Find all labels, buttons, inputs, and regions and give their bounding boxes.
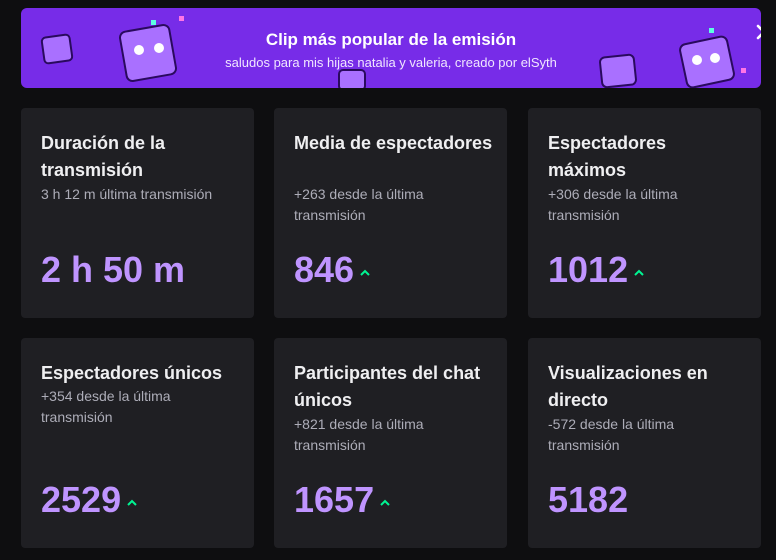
stat-card: Espectadores máximos +306 desde la últim… [528, 108, 761, 318]
card-title: Espectadores únicos [41, 363, 223, 383]
card-subtitle: -572 desde la última transmisión [548, 416, 675, 453]
value-text: 2529 [41, 479, 122, 520]
banner-title: Clip más popular de la emisión [265, 30, 517, 49]
stat-card: Media de espectadores +263 desde la últi… [274, 108, 507, 318]
up-arrow [634, 270, 644, 277]
card-subtitle: 3 h 12 m última transmisión [41, 186, 213, 202]
card-value: 1012 [548, 250, 644, 290]
card-subtitle: +263 desde la última transmisión [294, 186, 424, 223]
stat-card: Espectadores únicos +354 desde la última… [21, 338, 254, 548]
card-title: Participantes del chat únicos [294, 363, 481, 410]
up-arrow [380, 500, 390, 507]
close-button[interactable] [754, 22, 761, 42]
up-arrow [360, 270, 370, 277]
stat-card: Participantes del chat únicos +821 desde… [274, 338, 507, 548]
card-title: Duración de la transmisión [41, 133, 166, 180]
value-text: 2 h 50 m [41, 249, 186, 290]
stat-card: Visualizaciones en directo -572 desde la… [528, 338, 761, 548]
card-value: 846 [294, 250, 370, 290]
card-subtitle: +821 desde la última transmisión [294, 416, 424, 453]
banner-decoration [40, 16, 746, 88]
banner-subtitle: saludos para mis hijas natalia y valeria… [225, 55, 557, 70]
card-title: Media de espectadores [294, 133, 493, 153]
card-subtitle: +354 desde la última transmisión [41, 388, 171, 425]
card-value: 2 h 50 m [41, 250, 185, 290]
card-value: 5182 [548, 480, 628, 520]
card-subtitle: +306 desde la última transmisión [548, 186, 678, 223]
stat-card: Duración de la transmisión 3 h 12 m últi… [21, 108, 254, 318]
clip-banner[interactable]: Clip más popular de la emisión saludos p… [21, 8, 761, 88]
card-value: 2529 [41, 480, 137, 520]
card-title: Espectadores máximos [548, 133, 667, 180]
value-text: 5182 [548, 479, 629, 520]
card-value: 1657 [294, 480, 390, 520]
value-text: 1012 [548, 249, 629, 290]
up-arrow [127, 500, 137, 507]
card-title: Visualizaciones en directo [548, 363, 708, 410]
value-text: 846 [294, 249, 355, 290]
value-text: 1657 [294, 479, 375, 520]
